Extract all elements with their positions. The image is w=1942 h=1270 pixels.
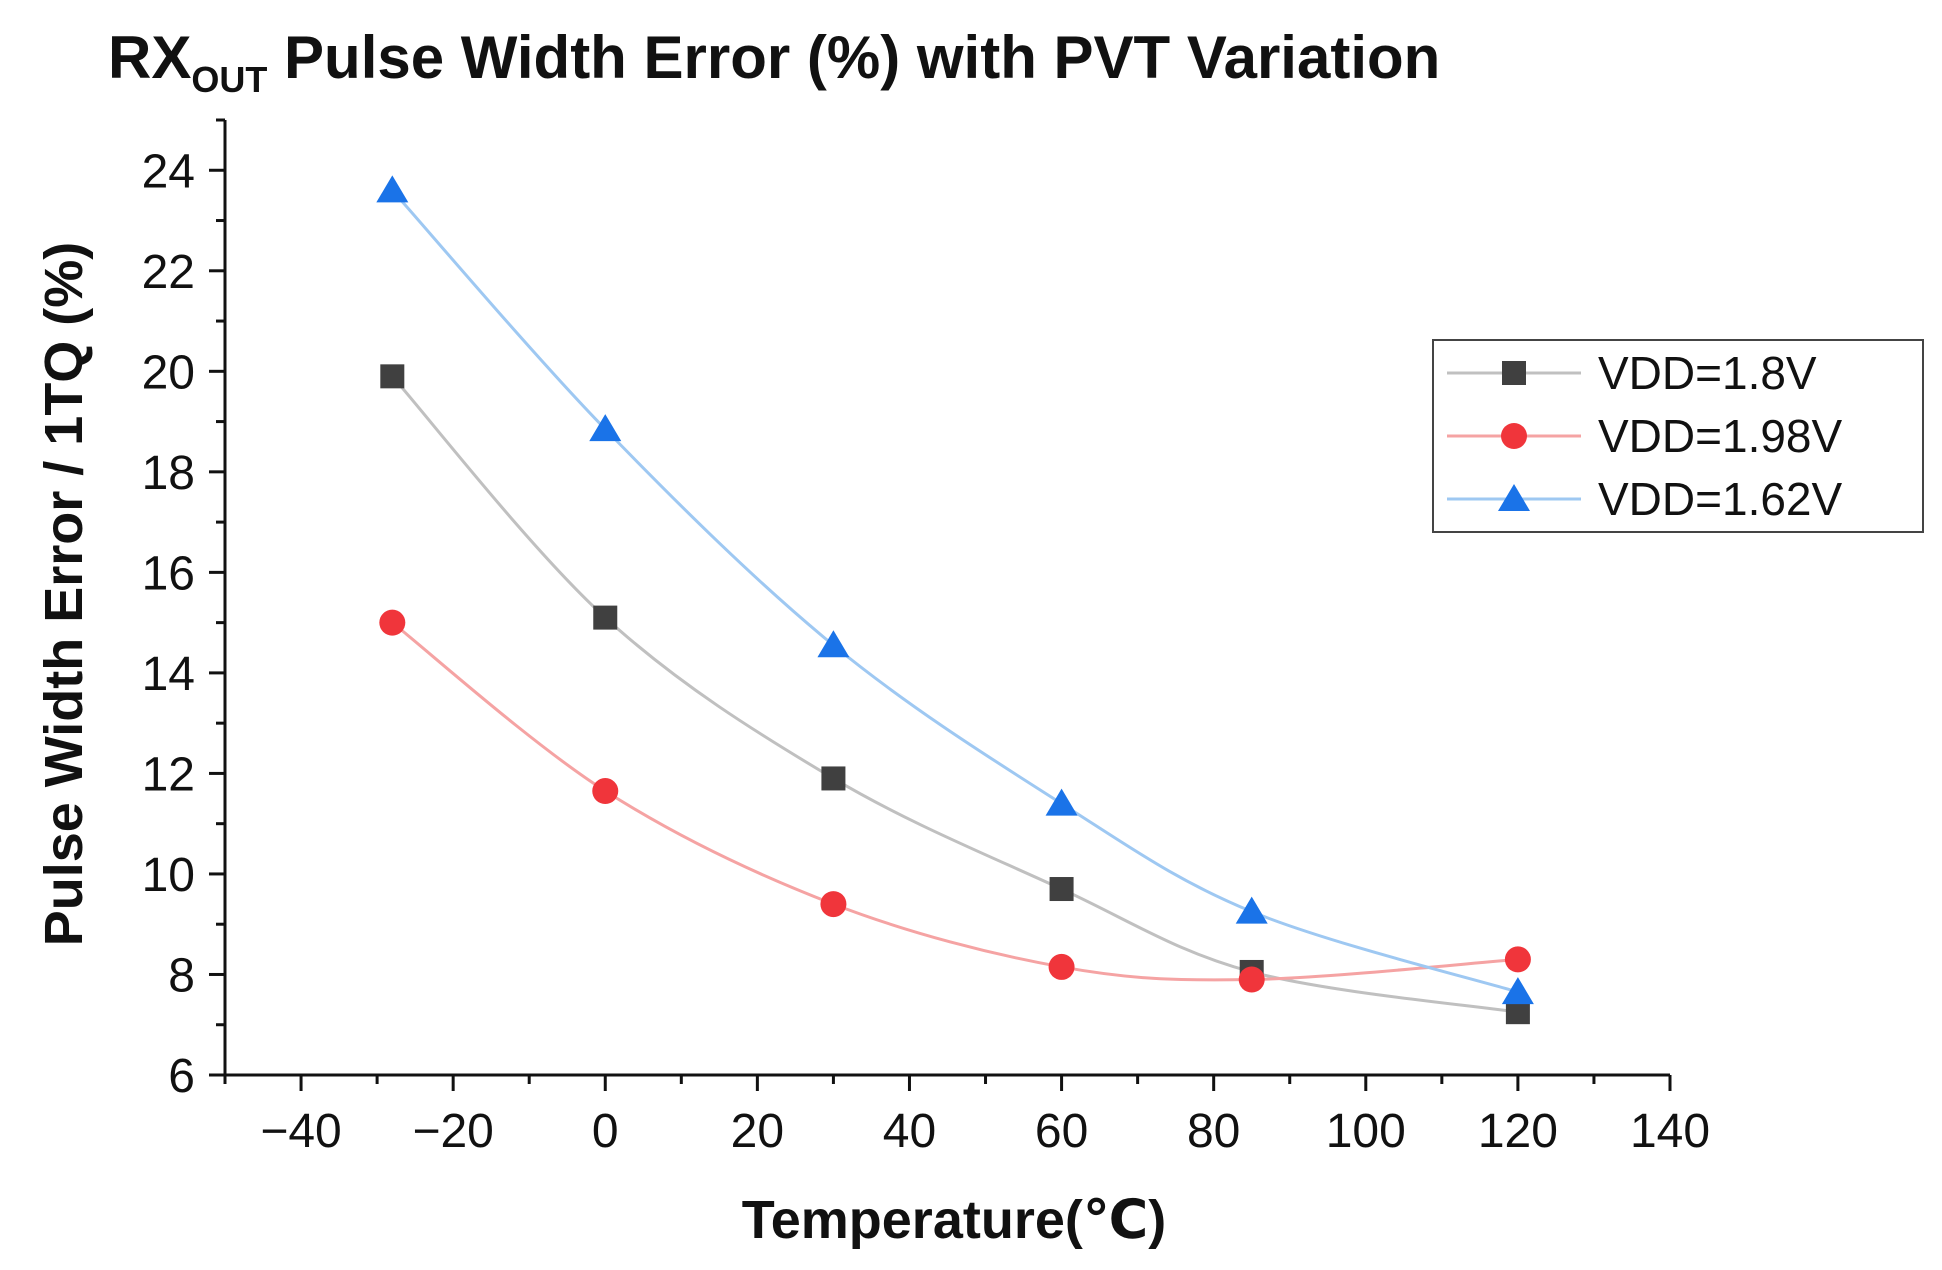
data-markers [376,175,1534,1025]
data-point-series-2 [592,778,619,805]
legend-label: VDD=1.62V [1598,473,1843,525]
x-tick-label: 120 [1478,1105,1558,1158]
data-point-series-3 [376,175,409,203]
legend-marker [1501,423,1527,449]
title-subscript: OUT [191,59,267,100]
axes: −40 −20 0 20 40 60 80 100 120 140 6 8 10 12 14 16 18 20 22… [142,118,1710,1158]
y-tick-label: 16 [142,547,195,600]
chart-title: RXOUT Pulse Width Error (%) with PVT Var… [108,24,1440,100]
y-tick-label: 6 [168,1050,195,1103]
y-tick-label: 10 [142,849,195,902]
series-line-2 [391,621,1519,982]
data-point-series-3 [1235,896,1268,924]
x-tick-label: 100 [1326,1105,1406,1158]
series-lines [391,189,1519,1014]
data-point-series-3 [1501,977,1534,1005]
x-tick-label: 20 [731,1105,784,1158]
y-tick-label: 8 [168,949,195,1002]
data-point-series-2 [1048,953,1075,980]
data-point-series-1 [380,364,405,389]
series-line-3 [391,189,1519,994]
data-point-series-1 [1049,877,1074,902]
x-tick-label: −20 [412,1105,493,1158]
x-tick-label: 80 [1187,1105,1240,1158]
data-point-series-3 [589,414,622,442]
legend: VDD=1.8V VDD=1.98V VDD=1.62V [1432,339,1924,533]
data-point-series-1 [593,605,618,630]
legend-entry: VDD=1.62V [1447,473,1843,525]
data-point-series-3 [817,630,850,658]
y-tick-label: 20 [142,346,195,399]
y-axis-label: Pulse Width Error / 1TQ (%) [34,242,94,947]
legend-label: VDD=1.8V [1598,347,1817,399]
data-point-series-2 [1238,966,1265,993]
x-tick-label: −40 [260,1105,341,1158]
y-tick-label: 12 [142,748,195,801]
data-point-series-2 [820,891,847,918]
legend-entry: VDD=1.8V [1447,347,1817,399]
title-rest: Pulse Width Error (%) with PVT Variation [267,24,1440,91]
x-tick-label: 0 [592,1105,619,1158]
legend-marker [1502,361,1526,385]
x-tick-label: 40 [883,1105,936,1158]
y-tick-label: 22 [142,246,195,299]
data-point-series-1 [1505,1000,1530,1025]
legend-marker [1498,484,1530,511]
y-tick-label: 14 [142,648,195,701]
data-point-series-2 [1504,946,1531,973]
data-point-series-1 [821,766,846,791]
title-prefix: RX [108,24,191,91]
legend-label: VDD=1.98V [1598,410,1843,462]
legend-entry: VDD=1.98V [1447,410,1843,462]
y-tick-label: 18 [142,447,195,500]
data-point-series-3 [1045,788,1078,816]
x-axis-label: Temperature(℃) [742,1190,1166,1250]
series-line-1 [391,375,1519,1014]
data-point-series-2 [379,609,406,636]
x-tick-label: 140 [1630,1105,1710,1158]
x-tick-label: 60 [1035,1105,1088,1158]
y-tick-label: 24 [142,145,195,198]
